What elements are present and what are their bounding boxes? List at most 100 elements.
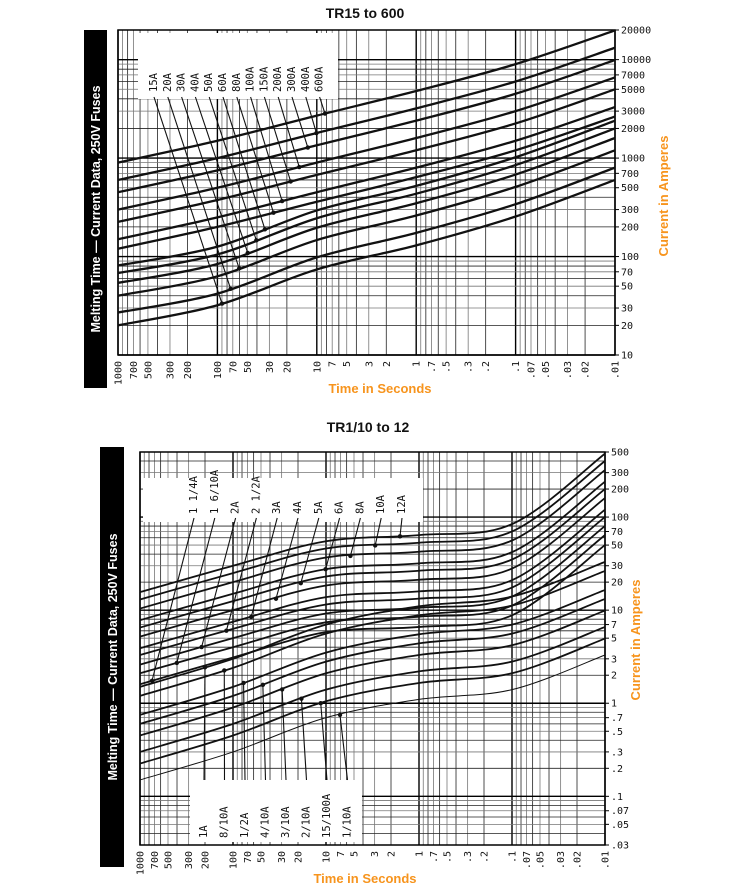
plot-area: 1000 700 500 300 200 100 70 50 30 20 10 7 5 3 2 1.7.5.3…	[136, 448, 630, 876]
y-tick-label: .05	[611, 820, 629, 831]
curve-label: 3A	[271, 501, 283, 514]
curve-80a	[117, 115, 616, 250]
leader-arrowhead	[149, 678, 155, 683]
leader-arrowhead	[397, 534, 403, 539]
x-tick-label: 1	[412, 361, 423, 367]
curve-1-2a	[139, 589, 606, 716]
sidebar-label: Melting Time — Current Data, 250V Fuses	[106, 533, 120, 780]
y-axis-title: Current in Amperes	[628, 580, 643, 701]
y-tick-label: 7	[611, 620, 617, 631]
x-tick-label: .5	[442, 851, 453, 863]
x-tick-label: .7	[427, 361, 438, 373]
curve-label: 200A	[272, 66, 284, 92]
leader-arrowhead	[323, 567, 328, 572]
x-tick-label: .7	[429, 851, 440, 863]
x-tick-label: 1000	[114, 361, 125, 385]
leader-line	[250, 96, 283, 202]
leader-arrowhead	[174, 660, 179, 666]
leader-arrowhead	[249, 614, 254, 620]
x-tick-label: 10	[312, 361, 323, 373]
y-tick-label: 70	[611, 527, 623, 538]
curve-150a	[117, 88, 616, 223]
x-tick-label: 70	[243, 851, 254, 863]
x-tick-label: 10	[322, 851, 333, 863]
leader-arrowhead	[322, 111, 328, 116]
leader-arrowhead	[314, 130, 319, 136]
x-tick-label: 50	[243, 361, 254, 373]
y-tick-label: 50	[621, 282, 633, 293]
y-tick-label: 70	[621, 267, 633, 278]
y-tick-label: 300	[611, 468, 629, 479]
curve-label: 60A	[217, 72, 229, 92]
y-tick-label: 500	[621, 183, 639, 194]
curve-400a	[117, 46, 616, 182]
x-tick-label: 5	[342, 361, 353, 367]
x-axis-title: Time in Seconds	[313, 871, 416, 886]
leader-line	[300, 698, 308, 781]
curve-label: 100A	[245, 66, 257, 92]
curve-1-10a	[139, 654, 606, 781]
curve-label: 1/10A	[342, 806, 354, 838]
leader-arrowhead	[222, 668, 227, 673]
leader-arrowhead	[271, 210, 276, 215]
leader-line	[181, 96, 240, 269]
x-tick-label: .1	[508, 851, 519, 863]
curve-20a	[117, 166, 616, 314]
leader-line	[277, 96, 300, 168]
y-tick-label: .7	[611, 713, 623, 724]
leader-line	[201, 517, 237, 648]
curve-label: 300A	[286, 66, 298, 92]
x-tick-label: 70	[228, 361, 239, 373]
sidebar-band	[84, 30, 107, 388]
leader-arrowhead	[298, 580, 303, 586]
leader-arrowhead	[241, 680, 246, 686]
leader-arrowhead	[279, 198, 285, 204]
x-tick-label: .02	[581, 361, 592, 379]
x-tick-label: 20	[294, 851, 305, 863]
curve-3-10a	[139, 609, 606, 737]
x-tick-label: .07	[526, 361, 537, 379]
leader-arrowhead	[279, 687, 285, 692]
leader-arrowhead	[245, 250, 250, 256]
leader-arrowhead	[348, 553, 353, 559]
curve-30a	[117, 149, 616, 297]
y-tick-label: .3	[611, 747, 623, 758]
x-tick-label: 2	[387, 851, 398, 857]
leader-arrowhead	[299, 696, 304, 701]
curve-5a	[139, 488, 606, 629]
y-tick-label: 200	[621, 222, 639, 233]
curve-label: 2/10A	[301, 806, 313, 838]
x-tick-label: .03	[556, 851, 567, 869]
curve-label: 3/10A	[280, 806, 292, 838]
curve-label-box	[143, 478, 423, 522]
leader-arrowhead	[236, 266, 242, 271]
sidebar-band	[100, 447, 124, 867]
x-tick-label: 3	[364, 361, 375, 367]
leader-line	[236, 96, 275, 213]
leader-arrowhead	[199, 644, 204, 650]
x-tick-label: 100	[229, 851, 240, 869]
curve-label: 50A	[203, 72, 215, 92]
x-tick-label: 30	[277, 851, 288, 863]
y-tick-label: 5	[611, 634, 617, 645]
x-tick-label: 500	[143, 361, 154, 379]
y-tick-label: 20000	[621, 26, 651, 37]
x-tick-label: .01	[601, 851, 612, 869]
x-tick-label: .03	[563, 361, 574, 379]
curve-label: 400A	[300, 66, 312, 92]
x-tick-label: 700	[150, 851, 161, 869]
leader-arrowhead	[288, 179, 293, 184]
curve-label: 1 6/10A	[209, 469, 221, 514]
curve-label: 8A	[354, 501, 366, 514]
chart-title: TR15 to 600	[326, 5, 405, 21]
y-tick-label: 1000	[621, 154, 645, 165]
plot-frame	[117, 29, 616, 356]
curve-40a	[117, 136, 616, 285]
curve-label: 1/2A	[239, 812, 251, 838]
y-tick-label: 500	[611, 448, 629, 459]
curve-label: 5A	[313, 501, 325, 514]
y-tick-label: 3000	[621, 107, 645, 118]
x-tick-label: 50	[256, 851, 267, 863]
curve-label: 8/10A	[219, 806, 231, 838]
curve-15-100a	[139, 637, 606, 765]
